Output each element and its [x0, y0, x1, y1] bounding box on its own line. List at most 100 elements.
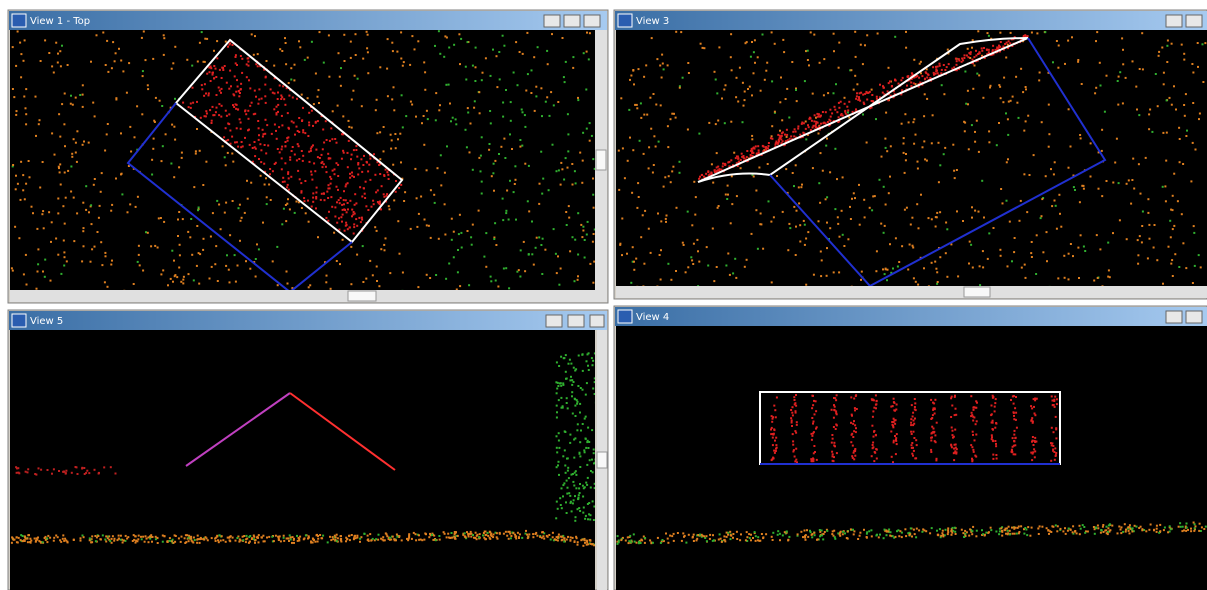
minimize-button[interactable] — [1166, 311, 1182, 323]
point — [736, 531, 738, 533]
point — [1132, 158, 1134, 160]
point — [232, 44, 234, 46]
point — [829, 109, 831, 111]
point — [1119, 71, 1121, 73]
point — [257, 120, 259, 122]
point — [619, 243, 621, 245]
point — [351, 99, 353, 101]
scroll-thumb[interactable] — [964, 287, 990, 297]
point — [834, 109, 836, 111]
point — [779, 533, 781, 535]
point — [1074, 530, 1076, 532]
point — [1038, 79, 1040, 81]
point — [342, 115, 344, 117]
point — [679, 161, 681, 163]
point — [458, 233, 460, 235]
point — [474, 80, 476, 82]
point — [702, 47, 704, 49]
point — [545, 101, 547, 103]
point — [571, 395, 573, 397]
point — [464, 532, 466, 534]
point — [564, 465, 566, 467]
point — [58, 167, 60, 169]
scroll-thumb[interactable] — [597, 452, 607, 468]
point — [194, 539, 196, 541]
title-bar — [615, 11, 1207, 30]
point — [443, 56, 445, 58]
point — [1172, 275, 1174, 277]
point — [746, 536, 748, 538]
point — [718, 205, 720, 207]
point — [712, 534, 714, 536]
point — [584, 542, 586, 544]
minimize-button[interactable] — [544, 15, 560, 27]
point — [667, 538, 669, 540]
point — [636, 107, 638, 109]
point — [304, 180, 306, 182]
point — [505, 210, 507, 212]
point — [542, 178, 544, 180]
point — [918, 227, 920, 229]
point — [791, 61, 793, 63]
point — [911, 447, 913, 449]
point — [888, 529, 890, 531]
point — [292, 146, 294, 148]
point — [592, 194, 594, 196]
point — [978, 74, 980, 76]
maximize-button[interactable] — [1186, 311, 1202, 323]
close-button[interactable] — [584, 15, 600, 27]
point — [743, 155, 745, 157]
point — [1140, 193, 1142, 195]
point — [650, 128, 652, 130]
point — [421, 539, 423, 541]
point — [196, 542, 198, 544]
maximize-button[interactable] — [568, 315, 584, 327]
point — [174, 139, 176, 141]
point — [1031, 527, 1033, 529]
point — [896, 404, 898, 406]
point — [1172, 195, 1174, 197]
scroll-thumb[interactable] — [348, 291, 376, 301]
point — [843, 245, 845, 247]
point — [1173, 225, 1175, 227]
point — [982, 266, 984, 268]
point — [135, 206, 137, 208]
point — [564, 81, 566, 83]
point — [392, 164, 394, 166]
point — [517, 532, 519, 534]
maximize-button[interactable] — [1186, 15, 1202, 27]
point — [911, 404, 913, 406]
point — [872, 410, 874, 412]
point — [568, 217, 570, 219]
point — [560, 504, 562, 506]
point — [76, 130, 78, 132]
maximize-button[interactable] — [564, 15, 580, 27]
point — [558, 440, 560, 442]
point — [953, 170, 955, 172]
point — [924, 158, 926, 160]
scroll-thumb[interactable] — [596, 150, 606, 170]
point — [357, 174, 359, 176]
point — [301, 120, 303, 122]
point — [569, 495, 571, 497]
point — [118, 538, 120, 540]
point — [620, 97, 622, 99]
point — [771, 536, 773, 538]
point — [478, 210, 480, 212]
point — [762, 34, 764, 36]
point — [378, 534, 380, 536]
minimize-button[interactable] — [546, 315, 562, 327]
close-button[interactable] — [590, 315, 604, 327]
point — [290, 536, 292, 538]
point — [766, 62, 768, 64]
point — [345, 540, 347, 542]
point — [311, 174, 313, 176]
point — [280, 95, 282, 97]
point — [403, 200, 405, 202]
point — [151, 159, 153, 161]
point — [203, 238, 205, 240]
minimize-button[interactable] — [1166, 15, 1182, 27]
point — [805, 539, 807, 541]
point — [361, 105, 363, 107]
point — [11, 542, 13, 544]
